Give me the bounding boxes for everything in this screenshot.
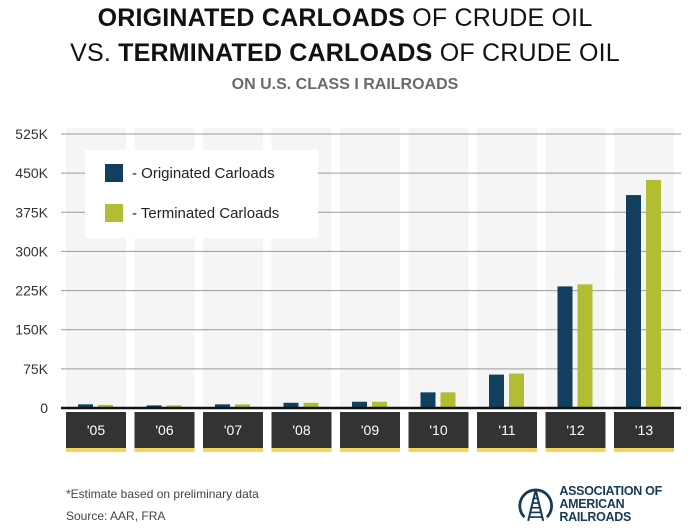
title-bold-terminated: TERMINATED CARLOADS [118, 39, 433, 67]
bar-terminated [166, 405, 182, 408]
x-label-strip [545, 448, 606, 452]
y-tick-label: 375K [15, 204, 48, 220]
x-tick-label: '07 [224, 422, 242, 438]
bar-originated [78, 404, 93, 408]
column-background [408, 128, 469, 408]
y-tick-label: 150K [15, 322, 48, 338]
chart-title-line-1: ORIGINATED CARLOADS OF CRUDE OIL [0, 4, 690, 33]
x-label-box [408, 412, 469, 448]
bar-terminated [577, 284, 593, 408]
x-label-strip [203, 448, 263, 452]
x-label-strip [66, 448, 126, 452]
column-background [477, 128, 537, 408]
legend-item-originated: - Originated Carloads [105, 164, 275, 182]
bar-originated [283, 402, 299, 408]
bar-terminated [235, 404, 250, 408]
bar-originated [557, 286, 573, 408]
x-label-strip [271, 448, 332, 452]
column-background [340, 128, 400, 408]
x-tick-label: '06 [155, 422, 173, 438]
x-tick-label: '09 [361, 422, 379, 438]
bar-terminated [440, 392, 456, 408]
title-rest-1: OF CRUDE OIL [405, 4, 593, 32]
chart-subtitle: ON U.S. CLASS I RAILROADS [231, 76, 459, 93]
logo-line-2: AMERICAN RAILROADS [559, 496, 631, 524]
footnote-source: Source: AAR, FRA [66, 509, 166, 523]
bar-terminated [509, 373, 524, 408]
logo-line-1: ASSOCIATION OF [559, 483, 662, 498]
title-bold-originated: ORIGINATED CARLOADS [97, 4, 406, 32]
chart-legend: - Originated Carloads - Terminated Carlo… [85, 150, 318, 238]
bar-originated [626, 195, 641, 408]
x-tick-label: '13 [635, 422, 653, 438]
x-label-box [271, 412, 332, 448]
legend-swatch-originated [105, 164, 123, 182]
bar-terminated [372, 401, 387, 408]
x-tick-label: '08 [292, 422, 310, 438]
x-label-strip [134, 448, 195, 452]
bar-originated [420, 392, 436, 408]
column-background [545, 128, 606, 408]
logo-text: ASSOCIATION OF AMERICAN RAILROADS [559, 483, 690, 524]
bar-originated [352, 401, 367, 408]
bar-terminated [98, 404, 113, 408]
title-prefix-2: VS. [70, 39, 119, 67]
chart-title-line-2: VS. TERMINATED CARLOADS OF CRUDE OIL [0, 39, 690, 68]
y-tick-label: 300K [15, 243, 48, 259]
aar-logo: ASSOCIATION OF AMERICAN RAILROADS [517, 484, 690, 524]
y-tick-label: 225K [15, 283, 48, 299]
legend-item-terminated: - Terminated Carloads [105, 204, 279, 222]
x-label-box [134, 412, 195, 448]
bar-originated [215, 404, 230, 408]
x-label-box [614, 412, 674, 448]
column-background [614, 128, 674, 408]
title-rest-2: OF CRUDE OIL [432, 39, 620, 67]
x-label-strip [614, 448, 674, 452]
x-tick-label: '10 [429, 422, 447, 438]
bar-terminated [646, 179, 661, 408]
x-label-box [477, 412, 537, 448]
x-label-box [66, 412, 126, 448]
railroad-track-icon [518, 488, 553, 522]
y-tick-label: 525K [15, 126, 48, 142]
x-tick-label: '11 [498, 422, 515, 438]
bar-terminated [303, 402, 319, 408]
x-label-strip [340, 448, 400, 452]
y-tick-label: 75K [23, 361, 49, 377]
bar-originated [489, 374, 504, 408]
x-tick-label: '05 [87, 422, 105, 438]
legend-label-terminated: - Terminated Carloads [132, 204, 280, 222]
x-label-box [203, 412, 263, 448]
footnote-estimate: *Estimate based on preliminary data [66, 487, 259, 501]
x-label-strip [477, 448, 537, 452]
y-tick-label: 0 [40, 400, 48, 416]
x-tick-label: '12 [566, 422, 584, 438]
y-tick-label: 450K [15, 165, 48, 181]
x-label-strip [408, 448, 469, 452]
x-label-box [340, 412, 400, 448]
legend-swatch-terminated [105, 204, 123, 222]
bar-originated [146, 405, 162, 408]
x-label-box [545, 412, 606, 448]
legend-label-originated: - Originated Carloads [132, 164, 275, 182]
